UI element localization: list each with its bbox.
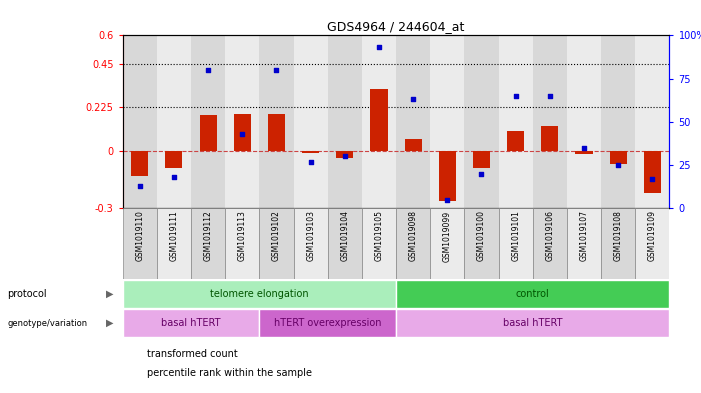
Point — [613, 162, 624, 168]
Bar — [610, 151, 627, 164]
Bar — [396, 309, 669, 337]
Bar — [567, 208, 601, 279]
Bar — [635, 208, 669, 279]
Text: ▶: ▶ — [107, 318, 114, 328]
Bar — [294, 208, 328, 279]
Bar — [370, 89, 388, 151]
Bar — [225, 208, 259, 279]
Point — [578, 145, 590, 151]
Point — [374, 44, 385, 51]
Bar — [430, 208, 465, 279]
Bar — [165, 151, 182, 168]
Bar — [362, 208, 396, 279]
Text: GSM1019102: GSM1019102 — [272, 210, 281, 261]
Text: GSM1019103: GSM1019103 — [306, 210, 315, 261]
Text: GSM1019108: GSM1019108 — [613, 210, 622, 261]
Text: basal hTERT: basal hTERT — [503, 318, 562, 328]
Bar — [200, 115, 217, 151]
Bar — [123, 35, 157, 208]
Text: basal hTERT: basal hTERT — [161, 318, 221, 328]
Bar — [302, 151, 319, 152]
Bar — [567, 35, 601, 208]
Bar — [157, 35, 191, 208]
Text: GSM1019113: GSM1019113 — [238, 210, 247, 261]
Text: control: control — [516, 289, 550, 299]
Text: ▶: ▶ — [107, 289, 114, 299]
Bar — [328, 35, 362, 208]
Text: protocol: protocol — [7, 289, 47, 299]
Bar — [541, 126, 559, 151]
Bar — [498, 208, 533, 279]
Text: GSM1019111: GSM1019111 — [170, 210, 179, 261]
Point — [647, 176, 658, 182]
Bar — [157, 208, 191, 279]
Bar — [601, 35, 635, 208]
Point — [339, 153, 350, 160]
Point — [476, 171, 487, 177]
Bar — [635, 35, 669, 208]
Bar — [259, 208, 294, 279]
Bar — [123, 280, 396, 308]
Text: telomere elongation: telomere elongation — [210, 289, 308, 299]
Bar — [601, 208, 635, 279]
Bar — [123, 208, 157, 279]
Bar — [362, 35, 396, 208]
Bar — [465, 35, 498, 208]
Point — [134, 183, 145, 189]
Point — [271, 67, 282, 73]
Bar — [328, 208, 362, 279]
Text: GSM1019105: GSM1019105 — [374, 210, 383, 261]
Bar — [191, 208, 225, 279]
Text: hTERT overexpression: hTERT overexpression — [274, 318, 381, 328]
Text: percentile rank within the sample: percentile rank within the sample — [147, 368, 312, 378]
Text: GSM1019107: GSM1019107 — [580, 210, 589, 261]
Point — [305, 158, 316, 165]
Point — [544, 93, 555, 99]
Bar — [396, 280, 669, 308]
Bar — [233, 114, 251, 151]
Bar — [430, 35, 465, 208]
Point — [510, 93, 522, 99]
Bar — [439, 151, 456, 200]
Bar — [396, 208, 430, 279]
Text: GSM1019112: GSM1019112 — [203, 210, 212, 261]
Text: GSM1019106: GSM1019106 — [545, 210, 554, 261]
Bar — [225, 35, 259, 208]
Point — [442, 196, 453, 203]
Bar — [533, 35, 567, 208]
Text: genotype/variation: genotype/variation — [7, 319, 87, 328]
Title: GDS4964 / 244604_at: GDS4964 / 244604_at — [327, 20, 465, 33]
Bar — [498, 35, 533, 208]
Text: GSM1019110: GSM1019110 — [135, 210, 144, 261]
Text: GSM1019099: GSM1019099 — [443, 210, 452, 261]
Bar — [259, 309, 396, 337]
Text: GSM1019109: GSM1019109 — [648, 210, 657, 261]
Bar — [268, 114, 285, 151]
Bar — [191, 35, 225, 208]
Bar — [123, 309, 259, 337]
Bar — [576, 151, 592, 154]
Bar — [473, 151, 490, 168]
Text: GSM1019104: GSM1019104 — [340, 210, 349, 261]
Bar — [507, 131, 524, 151]
Bar — [259, 35, 294, 208]
Bar — [465, 208, 498, 279]
Text: transformed count: transformed count — [147, 349, 238, 359]
Bar — [396, 35, 430, 208]
Point — [168, 174, 179, 180]
Point — [203, 67, 214, 73]
Bar — [131, 151, 149, 176]
Text: GSM1019101: GSM1019101 — [511, 210, 520, 261]
Text: GSM1019100: GSM1019100 — [477, 210, 486, 261]
Bar — [404, 139, 422, 151]
Bar — [294, 35, 328, 208]
Bar — [533, 208, 567, 279]
Text: GSM1019098: GSM1019098 — [409, 210, 418, 261]
Bar — [644, 151, 661, 193]
Point — [237, 131, 248, 137]
Point — [407, 96, 418, 103]
Bar — [336, 151, 353, 158]
